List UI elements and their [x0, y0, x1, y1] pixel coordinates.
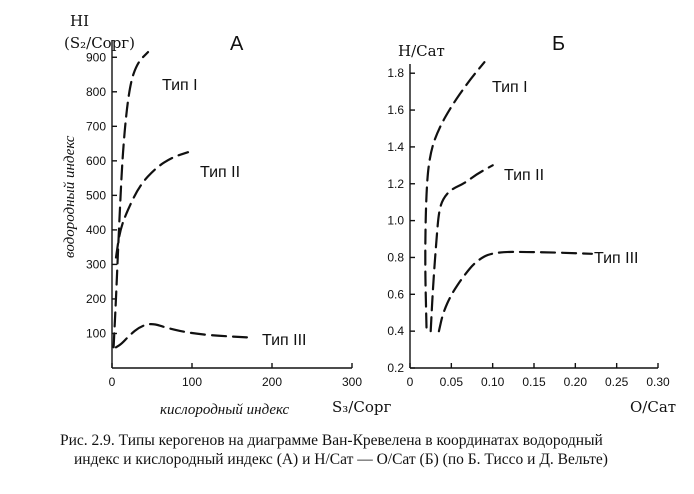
y-tick-label: 0.4 — [387, 324, 404, 338]
y-tick-label: 1.0 — [387, 214, 404, 228]
panel-a-xlabel-unit: S₃/Cорг — [332, 398, 391, 416]
panel-b-series: Тип I Тип II Тип III — [424, 61, 638, 333]
panel-a-series: Тип I Тип II Тип III — [112, 51, 306, 349]
series-label-2: Тип II — [200, 164, 240, 181]
panel-a-ylabel-line2: (S₂/Cорг) — [64, 34, 135, 52]
x-tick-label: 0.30 — [646, 375, 670, 389]
y-tick-label: 1.2 — [387, 177, 404, 191]
x-tick-label: 0.15 — [522, 375, 546, 389]
series-label-3: Тип III — [594, 250, 638, 267]
series-line-3 — [114, 323, 254, 349]
y-tick-label: 0.8 — [387, 250, 404, 264]
panel-b-ticks: 0 0.05 0.10 0.15 0.20 0.25 0.30 0.2 0.4 0.6 0.8 1.0… — [387, 66, 670, 389]
y-tick-label: 1.6 — [387, 103, 404, 117]
y-tick-label: 700 — [86, 119, 106, 133]
series-label-1: Тип I — [492, 79, 528, 96]
y-tick-label: 0.2 — [387, 361, 404, 375]
panel-b-label: Б — [552, 33, 565, 55]
panel-a-ylabel-line1: HI — [70, 12, 89, 30]
y-tick-label: 400 — [86, 223, 106, 237]
series-line-2 — [114, 151, 190, 259]
y-tick-label: 500 — [86, 188, 106, 202]
x-tick-label: 200 — [262, 375, 282, 389]
series-label-1: Тип I — [162, 77, 198, 94]
series-line-1 — [424, 61, 486, 329]
x-tick-label: 0.25 — [605, 375, 629, 389]
x-tick-label: 0 — [109, 375, 116, 389]
x-tick-label: 0.20 — [564, 375, 588, 389]
y-tick-label: 600 — [86, 154, 106, 168]
x-tick-label: 0.10 — [481, 375, 505, 389]
y-tick-label: 1.8 — [387, 66, 404, 80]
panel-a-label: А — [230, 33, 244, 55]
caption-line-1: Рис. 2.9. Типы керогенов на диаграмме Ва… — [60, 432, 603, 449]
y-tick-label: 100 — [86, 326, 106, 340]
y-tick-label: 0.6 — [387, 287, 404, 301]
series-line-1 — [112, 51, 150, 349]
panel-a-ticks: 0 100 200 300 100 200 300 400 500 600 700 800 900 — [86, 50, 362, 389]
panel-b-xlabel: O/Cат — [630, 398, 676, 416]
series-line-3 — [437, 250, 593, 333]
x-tick-label: 0.05 — [440, 375, 464, 389]
x-tick-label: 0 — [407, 375, 414, 389]
y-tick-label: 1.4 — [387, 140, 404, 154]
y-tick-label: 900 — [86, 50, 106, 64]
panel-b-chart: Б H/Cат O/Cат 0 0.05 0.10 0.15 0.20 0.25 0.300… — [387, 33, 676, 416]
panel-a-ylabel-side: водородный индекс — [62, 135, 78, 258]
x-tick-label: 300 — [342, 375, 362, 389]
series-label-2: Тип II — [504, 167, 544, 184]
series-label-3: Тип III — [262, 332, 306, 349]
figure-caption: Рис. 2.9. Типы керогенов на диаграмме Ва… — [60, 431, 690, 469]
panel-a-chart: А HI (S₂/Cорг) водородный индекс кислоро… — [62, 12, 391, 418]
y-tick-label: 200 — [86, 292, 106, 306]
panel-a-xlabel-side: кислородный индекс — [160, 402, 289, 418]
panel-b-ylabel: H/Cат — [398, 42, 445, 60]
y-tick-label: 800 — [86, 85, 106, 99]
series-line-2 — [429, 164, 494, 333]
y-tick-label: 300 — [86, 257, 106, 271]
x-tick-label: 100 — [182, 375, 202, 389]
caption-line-2: индекс и кислородный индекс (А) и H/Cат … — [74, 451, 608, 468]
